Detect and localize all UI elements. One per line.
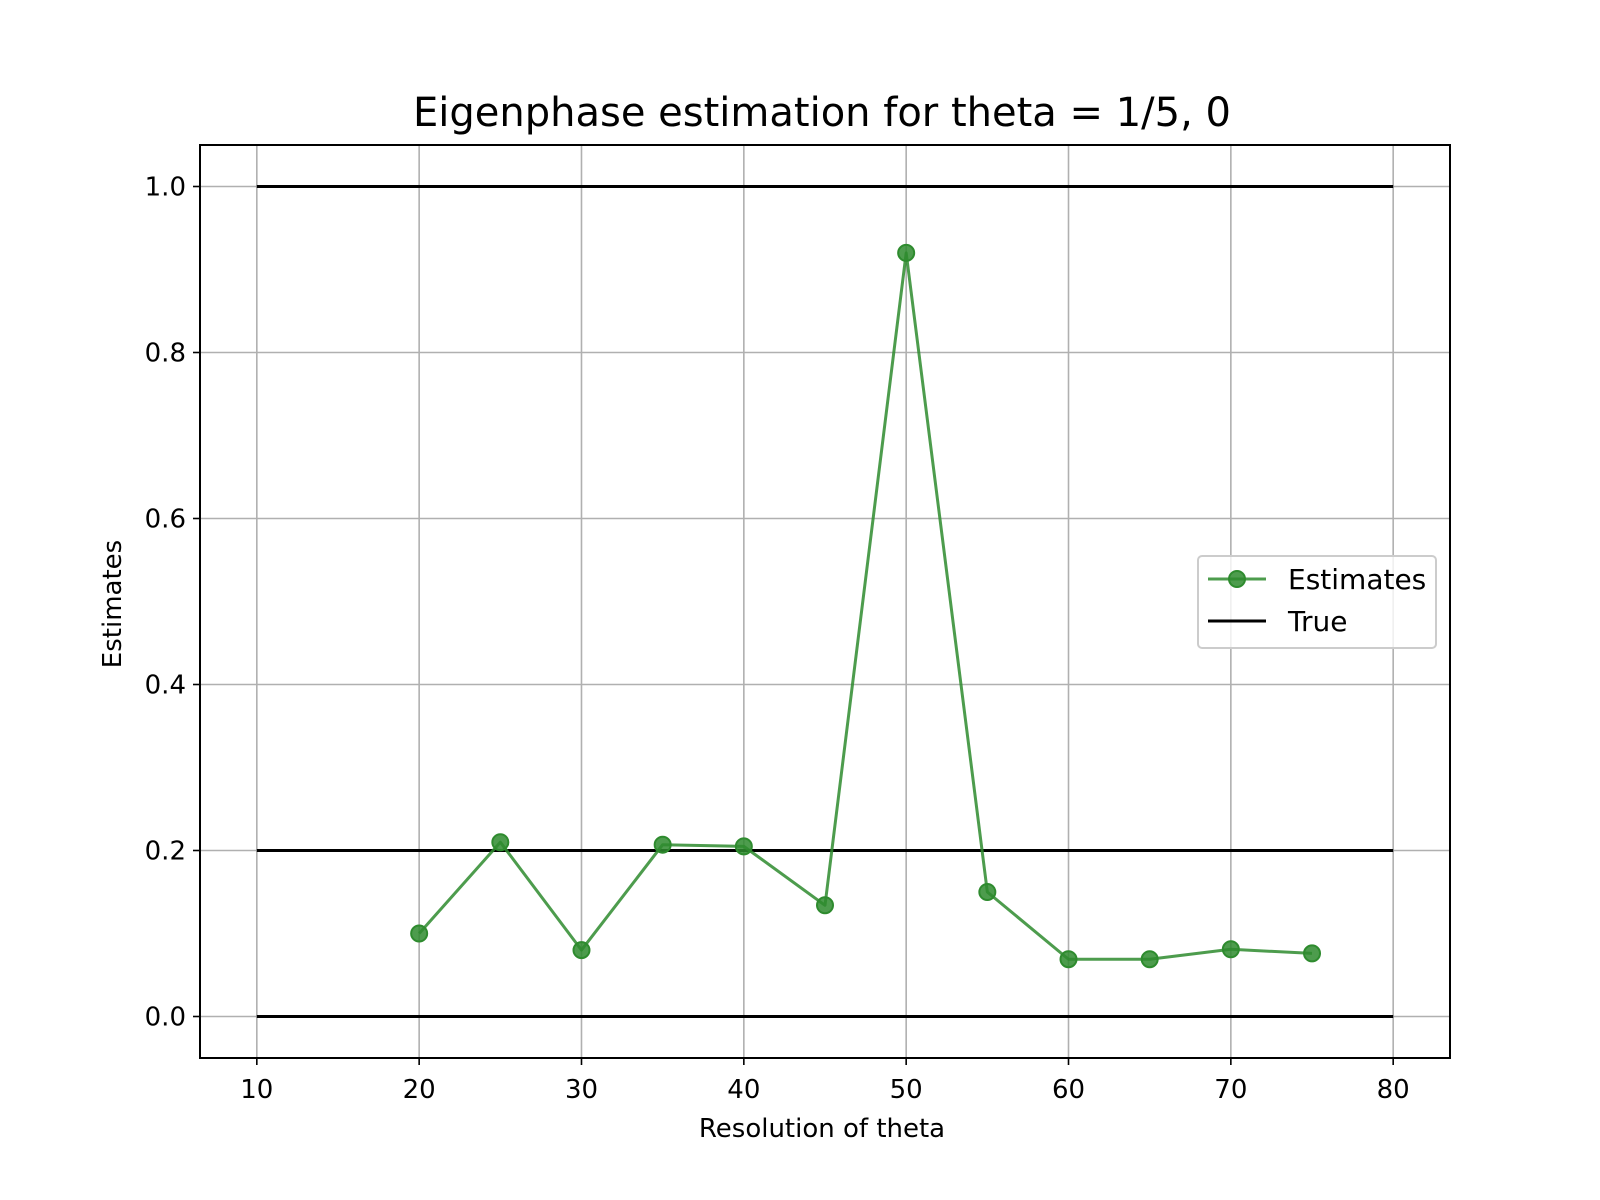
legend-true-label: True	[1287, 605, 1347, 638]
plot-frame	[199, 144, 1451, 1059]
x-tick-label: 50	[890, 1075, 923, 1105]
estimate-point	[816, 896, 834, 915]
y-axis-label: Estimates	[98, 540, 128, 668]
x-tick-label: 80	[1377, 1075, 1410, 1105]
estimate-point	[410, 924, 429, 943]
estimate-point	[491, 833, 510, 852]
estimate-point	[1221, 940, 1240, 959]
x-tick-label: 30	[565, 1075, 598, 1105]
estimates-series	[410, 243, 1322, 969]
estimate-point	[1303, 944, 1322, 963]
legend-estimates-marker	[1228, 570, 1246, 588]
estimate-point	[1059, 950, 1078, 969]
x-axis: 10 20 30 40 50 60 70 80	[240, 1058, 1410, 1105]
y-tick-label: 0.6	[145, 505, 186, 535]
y-tick-label: 0.0	[145, 1003, 186, 1033]
estimate-point	[897, 243, 916, 262]
estimate-point	[1140, 950, 1159, 969]
estimate-point	[978, 883, 997, 901]
x-tick-label: 40	[727, 1075, 760, 1105]
y-tick-label: 0.8	[145, 339, 186, 369]
estimate-point	[734, 837, 753, 856]
y-tick-label: 0.2	[145, 837, 186, 867]
x-tick-label: 20	[403, 1075, 436, 1105]
x-tick-label: 60	[1052, 1075, 1085, 1105]
x-tick-label: 10	[240, 1075, 273, 1105]
legend-estimates-label: Estimates	[1288, 563, 1426, 596]
legend: Estimates True	[1197, 555, 1437, 649]
estimate-point	[572, 941, 591, 960]
x-axis-label: Resolution of theta	[699, 1114, 945, 1144]
chart-title: Eigenphase estimation for theta = 1/5, 0	[413, 90, 1231, 136]
true-lines	[256, 185, 1394, 1018]
y-axis: 0.0 0.2 0.4 0.6 0.8 1.0	[145, 173, 200, 1033]
y-tick-label: 1.0	[145, 173, 186, 203]
y-tick-label: 0.4	[145, 671, 186, 701]
estimate-point	[653, 835, 672, 854]
x-tick-label: 70	[1214, 1075, 1247, 1105]
estimates-line	[418, 251, 1313, 961]
